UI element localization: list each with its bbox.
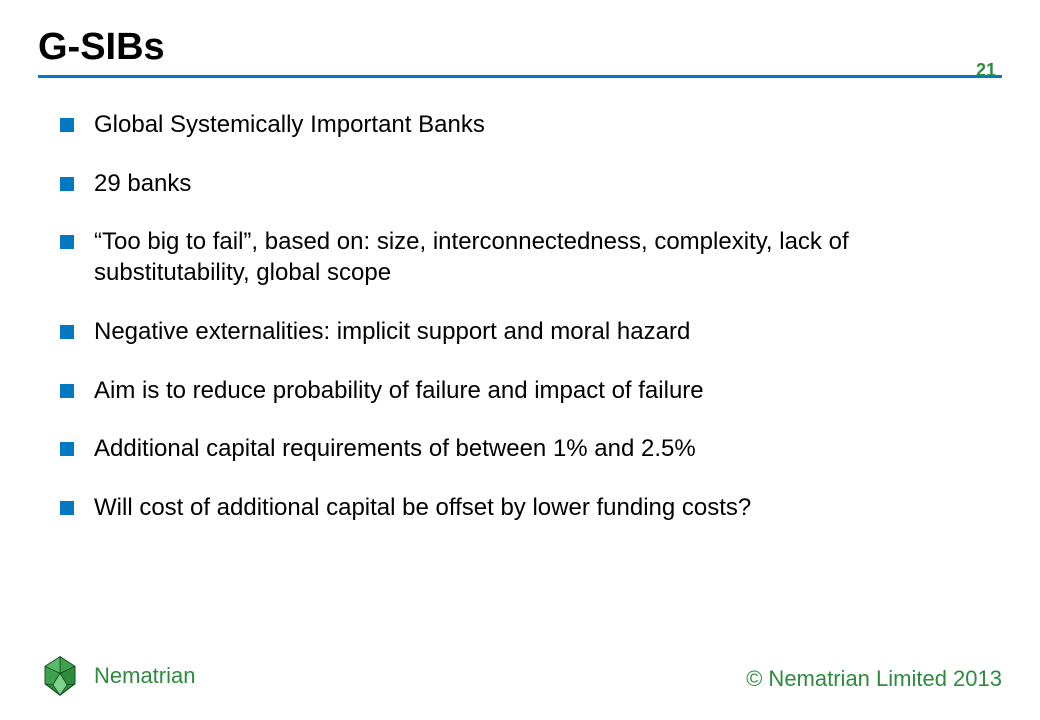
bullet-item: 29 banks: [60, 169, 980, 200]
bullet-item: Aim is to reduce probability of failure …: [60, 376, 980, 407]
page-number: 21: [976, 60, 996, 81]
slide-footer: Nematrian © Nematrian Limited 2013: [38, 650, 1002, 698]
bullet-list: Global Systemically Important Banks 29 b…: [60, 110, 980, 524]
footer-brand: Nematrian: [94, 663, 195, 689]
bullet-item: Will cost of additional capital be offse…: [60, 493, 980, 524]
slide-content: Global Systemically Important Banks 29 b…: [60, 110, 980, 552]
slide-title: G-SIBs: [38, 26, 1002, 69]
slide-header: G-SIBs: [38, 26, 1002, 78]
footer-copyright: © Nematrian Limited 2013: [746, 666, 1002, 692]
bullet-item: “Too big to fail”, based on: size, inter…: [60, 227, 980, 288]
footer-left: Nematrian: [38, 654, 195, 698]
nematrian-logo-icon: [38, 654, 82, 698]
bullet-item: Negative externalities: implicit support…: [60, 317, 980, 348]
slide: G-SIBs 21 Global Systemically Important …: [0, 0, 1040, 720]
bullet-item: Additional capital requirements of betwe…: [60, 434, 980, 465]
bullet-item: Global Systemically Important Banks: [60, 110, 980, 141]
title-underline: [38, 75, 1002, 78]
